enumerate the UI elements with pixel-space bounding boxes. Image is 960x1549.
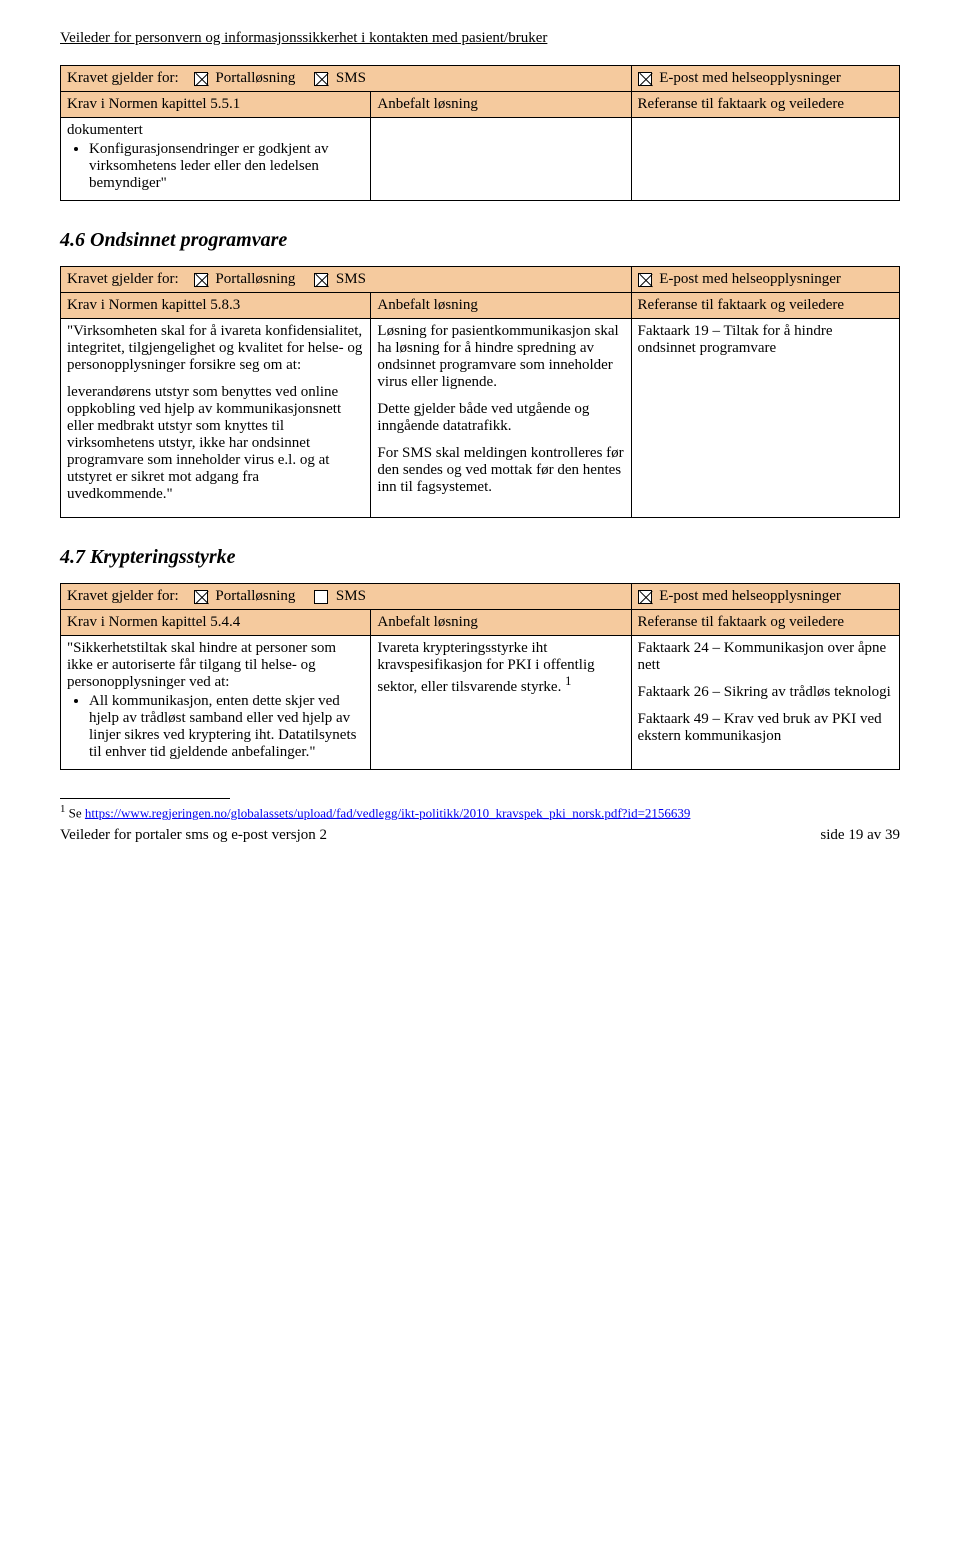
- applies-to-label: Kravet gjelder for:: [67, 70, 179, 86]
- portallosning-label: Portalløsning: [215, 70, 295, 86]
- footnote-separator: [60, 798, 230, 799]
- referanse-header: Referanse til faktaark og veiledere: [631, 293, 900, 319]
- epost-cell: E-post med helseopplysninger: [631, 584, 900, 610]
- sms-label: SMS: [336, 588, 366, 604]
- table1-col1: dokumentert Konfigurasjonsendringer er g…: [61, 118, 371, 201]
- s6-col2: Løsning for pasientkommunikasjon skal ha…: [371, 319, 631, 518]
- epost-label: E-post med helseopplysninger: [659, 588, 841, 604]
- s6-col1-p1: "Virksomheten skal for å ivareta konfide…: [67, 323, 364, 374]
- footnote-pre: Se: [65, 805, 85, 820]
- checkbox-epost: [638, 273, 652, 287]
- s7-col1-bullet: All kommunikasjon, enten dette skjer ved…: [89, 693, 364, 761]
- requirement-table-551: Kravet gjelder for: Portalløsning SMS E-…: [60, 65, 900, 201]
- s6-col1-p2: leverandørens utstyr som benyttes ved on…: [67, 384, 364, 503]
- epost-label: E-post med helseopplysninger: [659, 271, 841, 287]
- footnote-link[interactable]: https://www.regjeringen.no/globalassets/…: [85, 805, 690, 820]
- section-4-6-title: 4.6 Ondsinnet programvare: [60, 229, 900, 252]
- s7-col1: "Sikkerhetstiltak skal hindre at persone…: [61, 636, 371, 770]
- krav-kapittel: Krav i Normen kapittel 5.4.4: [61, 610, 371, 636]
- s6-col2-p1: Løsning for pasientkommunikasjon skal ha…: [377, 323, 624, 391]
- checkbox-sms: [314, 273, 328, 287]
- anbefalt-header: Anbefalt løsning: [371, 92, 631, 118]
- s6-col2-p3: For SMS skal meldingen kontrolleres før …: [377, 445, 624, 496]
- checkbox-sms: [314, 590, 328, 604]
- applies-to-label: Kravet gjelder for:: [67, 271, 179, 287]
- page-footer: Veileder for portaler sms og e-post vers…: [60, 827, 900, 844]
- sms-label: SMS: [336, 70, 366, 86]
- requirement-table-544: Kravet gjelder for: Portalløsning SMS E-…: [60, 583, 900, 770]
- applies-to-cell: Kravet gjelder for: Portalløsning SMS: [61, 267, 632, 293]
- section-4-7-title: 4.7 Krypteringsstyrke: [60, 546, 900, 569]
- krav-kapittel: Krav i Normen kapittel 5.5.1: [61, 92, 371, 118]
- checkbox-portallosning: [194, 273, 208, 287]
- table1-bullet: Konfigurasjonsendringer er godkjent av v…: [89, 141, 364, 192]
- applies-to-cell: Kravet gjelder for: Portalløsning SMS: [61, 66, 632, 92]
- checkbox-portallosning: [194, 590, 208, 604]
- table1-body-text: dokumentert: [67, 122, 364, 139]
- krav-kapittel: Krav i Normen kapittel 5.8.3: [61, 293, 371, 319]
- epost-cell: E-post med helseopplysninger: [631, 267, 900, 293]
- checkbox-sms: [314, 72, 328, 86]
- s7-col3-1: Faktaark 24 – Kommunikasjon over åpne ne…: [638, 640, 894, 674]
- s6-col2-p2: Dette gjelder både ved utgående og inngå…: [377, 401, 624, 435]
- s6-col1: "Virksomheten skal for å ivareta konfide…: [61, 319, 371, 518]
- s7-col3: Faktaark 24 – Kommunikasjon over åpne ne…: [631, 636, 900, 770]
- s7-col2-sup: 1: [565, 674, 571, 688]
- footnote: 1 Se https://www.regjeringen.no/globalas…: [60, 803, 900, 821]
- checkbox-epost: [638, 590, 652, 604]
- s7-col1-intro: "Sikkerhetstiltak skal hindre at persone…: [67, 640, 364, 691]
- portallosning-label: Portalløsning: [215, 588, 295, 604]
- referanse-header: Referanse til faktaark og veiledere: [631, 610, 900, 636]
- anbefalt-header: Anbefalt løsning: [371, 293, 631, 319]
- s7-col3-2: Faktaark 26 – Sikring av trådløs teknolo…: [638, 684, 894, 701]
- checkbox-portallosning: [194, 72, 208, 86]
- page-header: Veileder for personvern og informasjonss…: [60, 30, 900, 47]
- requirement-table-583: Kravet gjelder for: Portalløsning SMS E-…: [60, 266, 900, 518]
- sms-label: SMS: [336, 271, 366, 287]
- s7-col2: Ivareta krypteringsstyrke iht kravspesif…: [371, 636, 631, 770]
- portallosning-label: Portalløsning: [215, 271, 295, 287]
- anbefalt-header: Anbefalt løsning: [371, 610, 631, 636]
- epost-label: E-post med helseopplysninger: [659, 70, 841, 86]
- epost-cell: E-post med helseopplysninger: [631, 66, 900, 92]
- footer-right: side 19 av 39: [820, 827, 900, 844]
- referanse-header: Referanse til faktaark og veiledere: [631, 92, 900, 118]
- s6-col3: Faktaark 19 – Tiltak for å hindre ondsin…: [631, 319, 900, 518]
- table1-col2: [371, 118, 631, 201]
- s7-col2-text: Ivareta krypteringsstyrke iht kravspesif…: [377, 640, 594, 695]
- applies-to-label: Kravet gjelder for:: [67, 588, 179, 604]
- s7-col3-3: Faktaark 49 – Krav ved bruk av PKI ved e…: [638, 711, 894, 745]
- checkbox-epost: [638, 72, 652, 86]
- footer-left: Veileder for portaler sms og e-post vers…: [60, 827, 327, 844]
- applies-to-cell: Kravet gjelder for: Portalløsning SMS: [61, 584, 632, 610]
- table1-col3: [631, 118, 900, 201]
